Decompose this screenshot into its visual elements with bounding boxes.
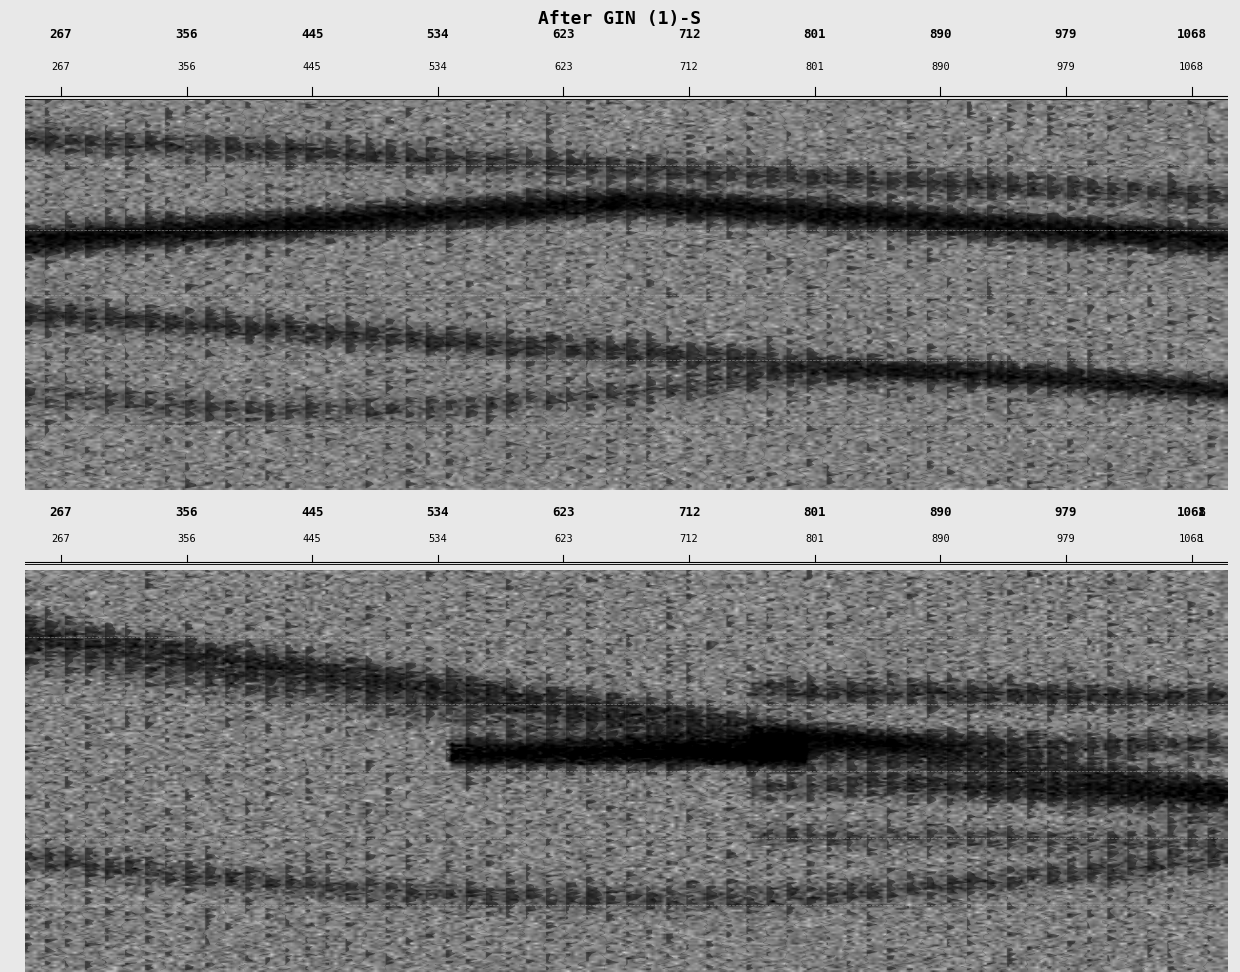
Text: 534: 534	[427, 28, 449, 41]
Text: 712: 712	[678, 28, 701, 41]
Text: 623: 623	[552, 505, 574, 518]
Text: 801: 801	[804, 28, 826, 41]
Text: 1068: 1068	[1179, 62, 1204, 72]
Text: 445: 445	[303, 62, 321, 72]
Text: 801: 801	[805, 62, 825, 72]
Text: 534: 534	[427, 505, 449, 518]
Text: 712: 712	[680, 534, 698, 543]
Text: 1: 1	[1198, 534, 1204, 543]
Text: 623: 623	[554, 534, 573, 543]
Text: 623: 623	[552, 28, 574, 41]
Text: 979: 979	[1055, 28, 1078, 41]
Text: 712: 712	[678, 505, 701, 518]
Text: 890: 890	[929, 505, 951, 518]
Text: 890: 890	[931, 534, 950, 543]
Text: 801: 801	[804, 505, 826, 518]
Text: 445: 445	[301, 28, 324, 41]
Text: 623: 623	[554, 62, 573, 72]
Text: 1: 1	[1198, 505, 1205, 518]
Text: 712: 712	[680, 62, 698, 72]
Text: 979: 979	[1056, 534, 1075, 543]
Text: 356: 356	[175, 28, 197, 41]
Text: After GIN (1)-S: After GIN (1)-S	[538, 10, 702, 28]
Text: 979: 979	[1055, 505, 1078, 518]
Text: 890: 890	[929, 28, 951, 41]
Text: 1068: 1068	[1177, 505, 1207, 518]
Text: 267: 267	[50, 28, 72, 41]
Text: 1068: 1068	[1177, 28, 1207, 41]
Text: 356: 356	[177, 62, 196, 72]
Text: 356: 356	[177, 534, 196, 543]
Text: 267: 267	[52, 534, 71, 543]
Text: 890: 890	[931, 62, 950, 72]
Text: 1068: 1068	[1179, 534, 1204, 543]
Text: 979: 979	[1056, 62, 1075, 72]
Text: 267: 267	[52, 62, 71, 72]
Text: 445: 445	[303, 534, 321, 543]
Text: 534: 534	[428, 534, 448, 543]
Text: 267: 267	[50, 505, 72, 518]
Text: 801: 801	[805, 534, 825, 543]
Text: 356: 356	[175, 505, 197, 518]
Text: 445: 445	[301, 505, 324, 518]
Text: 534: 534	[428, 62, 448, 72]
